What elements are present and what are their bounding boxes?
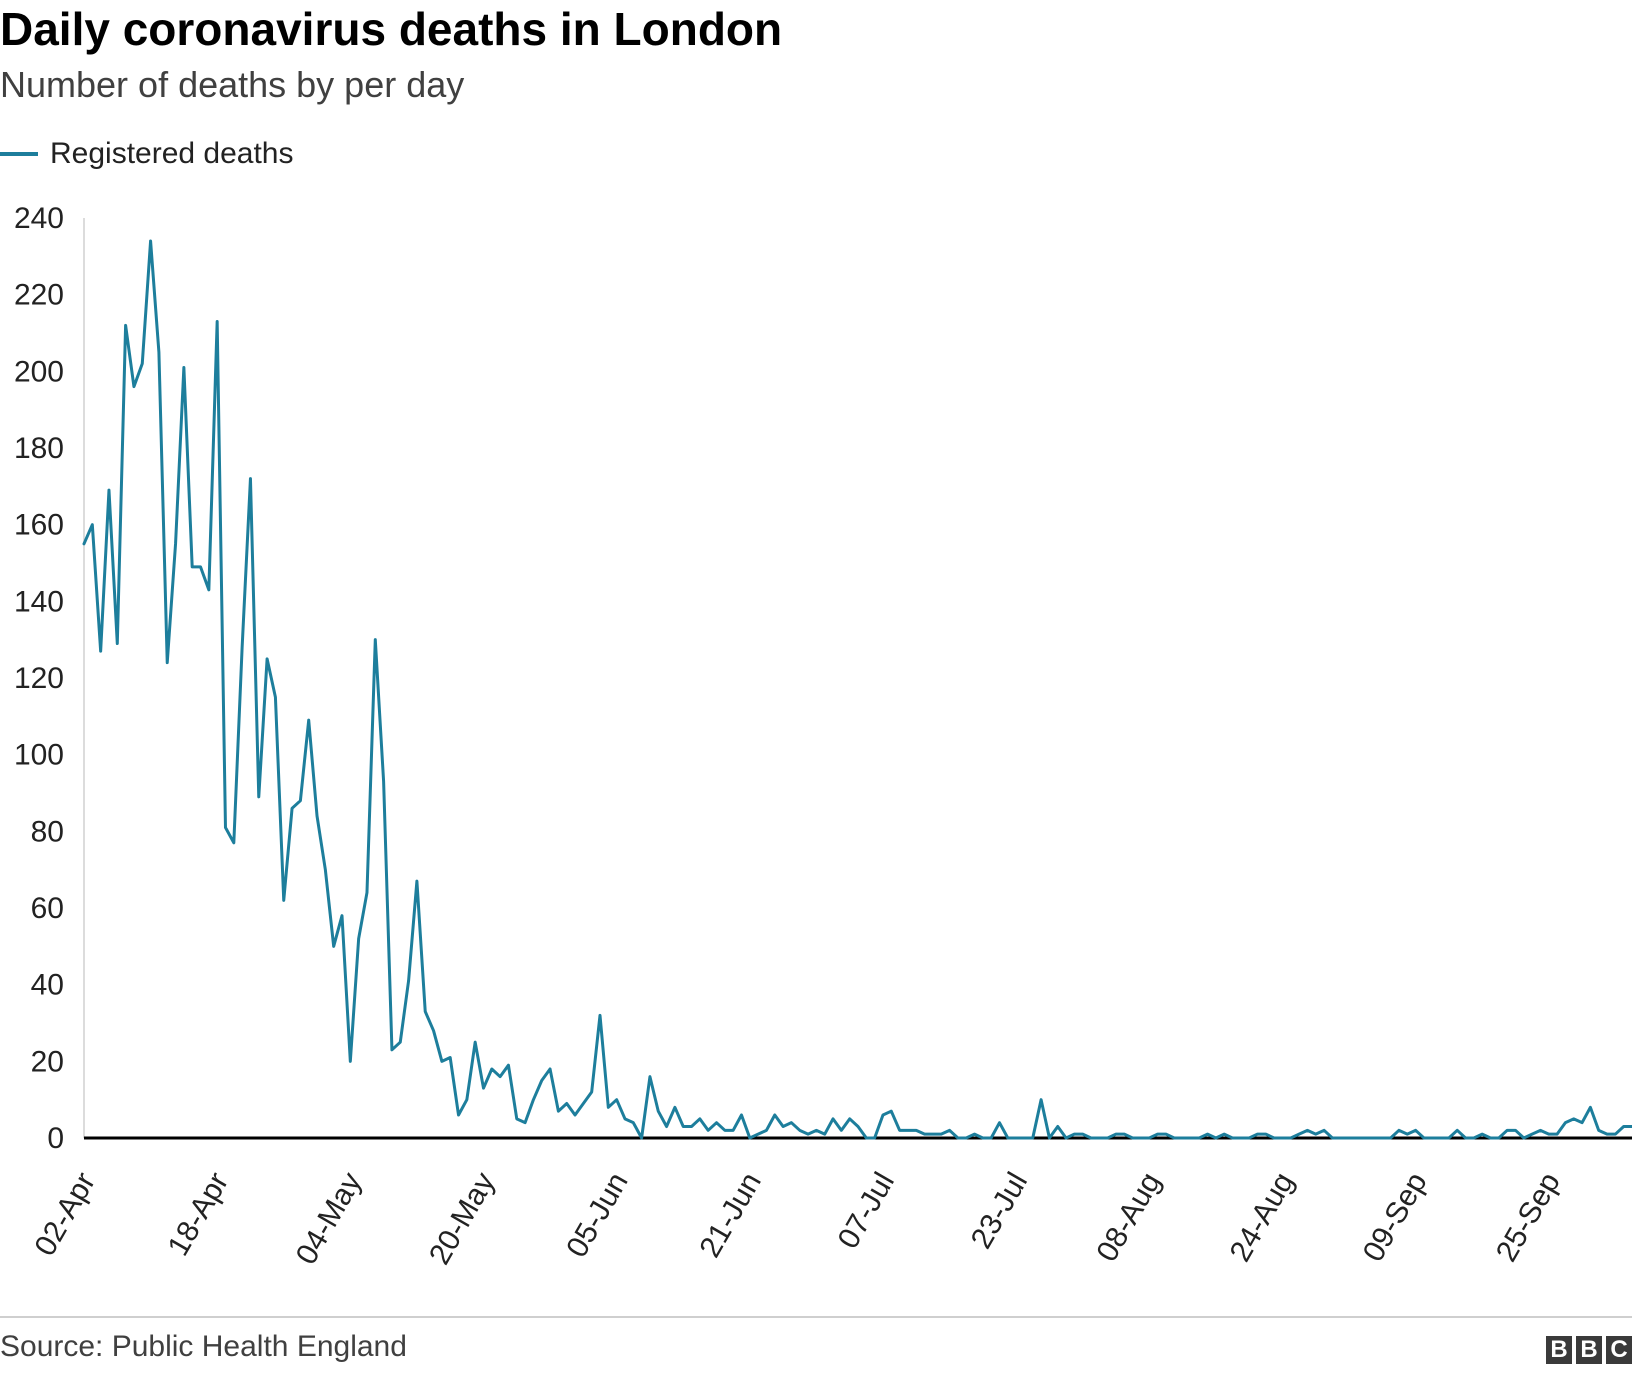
x-tick-label: 25-Sep	[1490, 1167, 1567, 1267]
x-tick-label: 20-May	[423, 1167, 502, 1270]
bbc-logo: B B C	[1546, 1336, 1632, 1364]
y-tick-label: 0	[47, 1122, 64, 1155]
x-tick-label: 07-Jul	[832, 1167, 901, 1254]
chart-title: Daily coronavirus deaths in London	[0, 3, 783, 55]
legend-label: Registered deaths	[50, 137, 294, 170]
source-divider	[0, 1316, 1632, 1318]
source-note: Source: Public Health England	[0, 1330, 407, 1363]
y-tick-label: 200	[14, 355, 64, 388]
y-tick-label: 20	[31, 1045, 64, 1078]
x-tick-label: 09-Sep	[1357, 1167, 1434, 1267]
x-tick-label: 18-Apr	[162, 1167, 236, 1261]
series-line-registered-deaths	[82, 239, 1632, 1140]
y-tick-label: 40	[31, 969, 64, 1002]
y-tick-label: 180	[14, 432, 64, 465]
logo-letter: C	[1606, 1336, 1632, 1364]
y-tick-label: 60	[31, 892, 64, 925]
x-axis: 02-Apr 18-Apr 04-May 20-May 05-Jun 21-Jun 07-J…	[28, 1136, 1632, 1270]
legend-swatch	[0, 152, 38, 156]
y-tick-label: 140	[14, 585, 64, 618]
y-axis: 0 20 40 60 80 100 120 140 160 180 200 220 240	[14, 202, 85, 1155]
x-tick-label: 02-Apr	[28, 1167, 102, 1261]
y-tick-label: 120	[14, 662, 64, 695]
logo-letter: B	[1576, 1336, 1602, 1364]
y-tick-label: 100	[14, 739, 64, 772]
series-group	[82, 239, 1632, 1140]
y-tick-label: 80	[31, 815, 64, 848]
line-chart: 0 20 40 60 80 100 120 140 160 180 200 220 240 02-Apr…	[14, 202, 1632, 1270]
y-tick-label: 220	[14, 279, 64, 312]
y-tick-label: 240	[14, 202, 64, 235]
y-tick-label: 160	[14, 509, 64, 542]
x-tick-label: 21-Jun	[693, 1167, 767, 1263]
x-tick-label: 23-Jul	[965, 1167, 1034, 1254]
logo-letter: B	[1546, 1336, 1572, 1364]
chart-subtitle: Number of deaths by per day	[0, 64, 465, 105]
x-tick-label: 05-Jun	[560, 1167, 634, 1263]
x-tick-label: 24-Aug	[1224, 1167, 1301, 1267]
x-tick-label: 04-May	[290, 1167, 369, 1270]
chart-legend: Registered deaths	[0, 134, 294, 174]
x-tick-label: 08-Aug	[1090, 1167, 1167, 1267]
